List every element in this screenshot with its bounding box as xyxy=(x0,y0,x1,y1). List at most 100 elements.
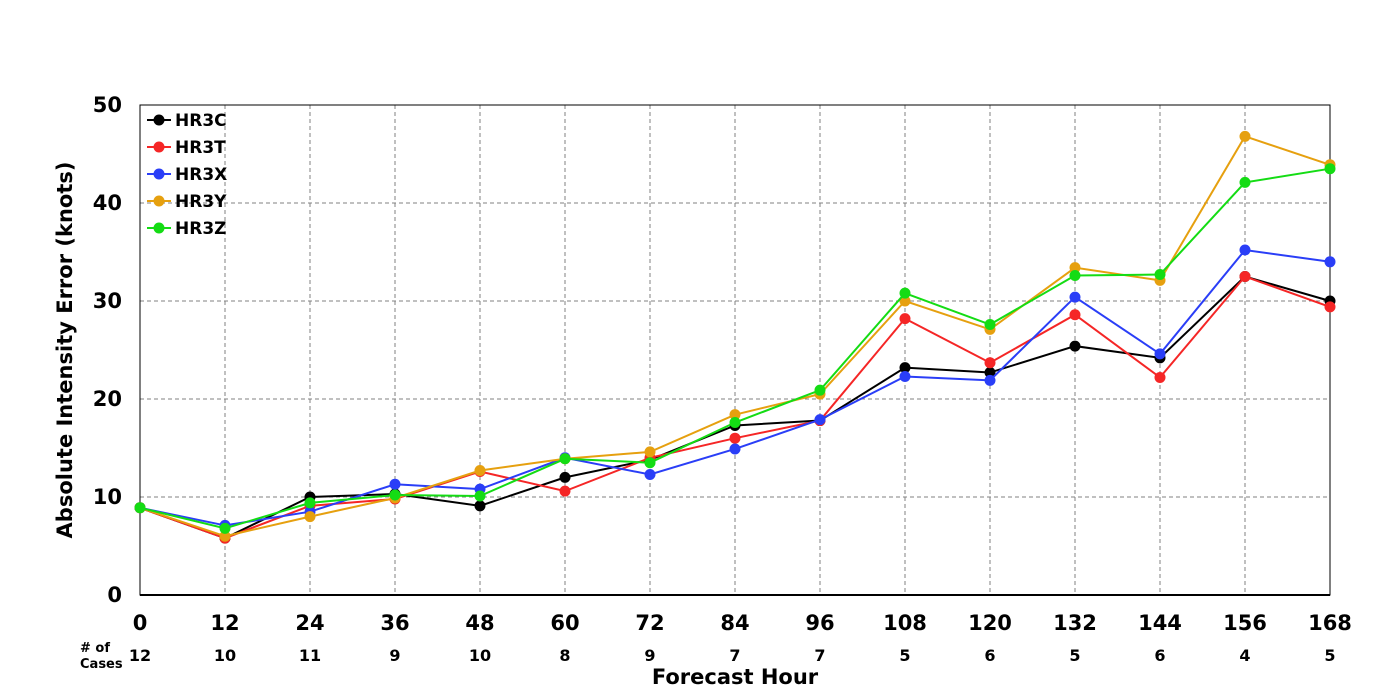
case-count-108: 5 xyxy=(899,646,910,665)
cases-label-line-2: Cases xyxy=(80,657,123,672)
point-hr3c-48 xyxy=(474,500,486,512)
cases-label-line-1: # of xyxy=(80,641,110,656)
x-tick-label-108: 108 xyxy=(883,611,927,635)
point-hr3z-168 xyxy=(1324,163,1336,175)
case-count-156: 4 xyxy=(1239,646,1250,665)
point-hr3x-144 xyxy=(1154,348,1166,360)
legend-marker-hr3z xyxy=(153,222,165,234)
x-tick-label-36: 36 xyxy=(380,611,409,635)
series-layer xyxy=(134,130,1336,544)
case-count-72: 9 xyxy=(644,646,655,665)
point-hr3z-12 xyxy=(219,522,231,534)
point-hr3c-120 xyxy=(984,367,996,379)
case-count-labels: 12 10 11 9 10 8 9 7 7 5 6 5 6 4 5 xyxy=(129,646,1336,665)
case-count-24: 11 xyxy=(299,646,321,665)
case-count-36: 9 xyxy=(389,646,400,665)
legend-marker-hr3t xyxy=(153,141,165,153)
point-hr3t-120 xyxy=(984,357,996,369)
legend-item-hr3y: HR3Y xyxy=(147,192,227,212)
point-hr3y-24 xyxy=(304,511,316,523)
x-tick-label-156: 156 xyxy=(1223,611,1267,635)
legend-marker-hr3y xyxy=(153,195,165,207)
legend-item-hr3t: HR3T xyxy=(147,138,226,158)
legend-item-hr3x: HR3X xyxy=(147,165,227,185)
point-hr3z-108 xyxy=(899,287,911,299)
case-count-96: 7 xyxy=(814,646,825,665)
y-tick-label-40: 40 xyxy=(93,191,122,215)
x-tick-labels: 0 12 24 36 48 60 72 84 96 108 120 132 144 156 168 xyxy=(133,611,1352,635)
point-hr3x-156 xyxy=(1239,244,1251,256)
x-tick-label-168: 168 xyxy=(1308,611,1352,635)
case-count-168: 5 xyxy=(1324,646,1335,665)
point-hr3x-84 xyxy=(729,443,741,455)
point-hr3y-156 xyxy=(1239,130,1251,142)
legend-label-hr3c: HR3C xyxy=(175,111,227,131)
y-tick-label-20: 20 xyxy=(93,387,122,411)
x-axis-title: Forecast Hour xyxy=(652,665,819,689)
case-count-144: 6 xyxy=(1154,646,1165,665)
point-hr3z-144 xyxy=(1154,269,1166,281)
point-hr3y-108 xyxy=(899,295,911,307)
point-hr3z-36 xyxy=(389,489,401,501)
x-tick-label-60: 60 xyxy=(550,611,579,635)
y-tick-label-10: 10 xyxy=(93,485,122,509)
y-tick-label-30: 30 xyxy=(93,289,122,313)
point-hr3x-36 xyxy=(389,478,401,490)
point-hr3x-108 xyxy=(899,370,911,382)
case-count-12: 10 xyxy=(214,646,236,665)
point-hr3z-132 xyxy=(1069,270,1081,282)
point-hr3z-96 xyxy=(814,384,826,396)
point-hr3c-60 xyxy=(559,471,571,483)
case-count-0: 12 xyxy=(129,646,151,665)
case-count-84: 7 xyxy=(729,646,740,665)
legend-label-hr3x: HR3X xyxy=(175,165,227,185)
point-hr3z-24 xyxy=(304,497,316,509)
x-tick-label-84: 84 xyxy=(720,611,749,635)
point-hr3y-72 xyxy=(644,446,656,458)
point-hr3t-60 xyxy=(559,485,571,497)
point-hr3t-168 xyxy=(1324,301,1336,313)
y-tick-labels: 0 10 20 30 40 50 xyxy=(93,93,122,607)
y-axis-title: Absolute Intensity Error (knots) xyxy=(53,162,77,539)
case-count-132: 5 xyxy=(1069,646,1080,665)
series-hr3z xyxy=(134,163,1336,534)
case-count-60: 8 xyxy=(559,646,570,665)
x-tick-label-96: 96 xyxy=(805,611,834,635)
point-hr3t-84 xyxy=(729,432,741,444)
point-hr3x-168 xyxy=(1324,256,1336,268)
point-hr3z-48 xyxy=(474,490,486,502)
legend-label-hr3t: HR3T xyxy=(175,138,226,158)
point-hr3c-108 xyxy=(899,362,911,374)
legend-item-hr3c: HR3C xyxy=(147,111,227,131)
x-tick-label-132: 132 xyxy=(1053,611,1097,635)
legend-label-hr3y: HR3Y xyxy=(175,192,227,212)
point-hr3y-12 xyxy=(219,530,231,542)
point-hr3y-48 xyxy=(474,465,486,477)
x-tick-label-48: 48 xyxy=(465,611,494,635)
point-hr3t-144 xyxy=(1154,371,1166,383)
point-hr3x-120 xyxy=(984,374,996,386)
point-hr3x-72 xyxy=(644,468,656,480)
point-hr3y-132 xyxy=(1069,262,1081,274)
point-hr3z-84 xyxy=(729,417,741,429)
point-hr3t-132 xyxy=(1069,309,1081,321)
point-hr3z-72 xyxy=(644,457,656,469)
y-tick-label-0: 0 xyxy=(107,583,122,607)
x-tick-label-24: 24 xyxy=(295,611,324,635)
legend: HR3C HR3T HR3X HR3Y HR3Z xyxy=(147,111,227,239)
point-hr3x-132 xyxy=(1069,291,1081,303)
point-hr3z-60 xyxy=(559,453,571,465)
case-count-48: 10 xyxy=(469,646,491,665)
point-hr3z-0 xyxy=(134,502,146,514)
point-hr3c-132 xyxy=(1069,340,1081,352)
x-tick-label-120: 120 xyxy=(968,611,1012,635)
point-hr3z-120 xyxy=(984,319,996,331)
grid-lines xyxy=(140,105,1330,595)
point-hr3z-156 xyxy=(1239,176,1251,188)
legend-item-hr3z: HR3Z xyxy=(147,219,226,239)
x-tick-label-72: 72 xyxy=(635,611,664,635)
point-hr3y-84 xyxy=(729,409,741,421)
x-tick-label-144: 144 xyxy=(1138,611,1182,635)
legend-marker-hr3x xyxy=(153,168,165,180)
